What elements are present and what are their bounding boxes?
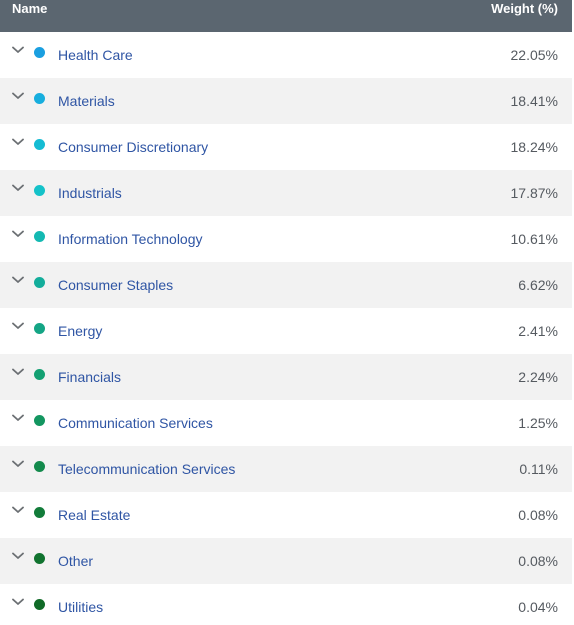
sector-color-dot-icon xyxy=(34,414,45,426)
sector-color-dot-icon xyxy=(34,460,45,472)
chevron-down-icon[interactable] xyxy=(8,43,28,57)
sector-color-dot-icon xyxy=(34,552,45,564)
sector-color-dot-icon xyxy=(34,276,45,288)
chevron-down-icon[interactable] xyxy=(8,503,28,517)
sector-weight: 18.41% xyxy=(510,93,558,109)
table-row[interactable]: Materials 18.41% xyxy=(0,78,572,124)
sector-weight: 1.25% xyxy=(518,415,558,431)
sector-color-dot-icon xyxy=(34,138,45,150)
weight-column-header[interactable]: Weight (%) xyxy=(491,1,558,16)
sector-name[interactable]: Information Technology xyxy=(58,231,203,247)
sector-name[interactable]: Health Care xyxy=(58,47,133,63)
chevron-down-icon[interactable] xyxy=(8,595,28,609)
sector-name[interactable]: Consumer Discretionary xyxy=(58,139,209,155)
sector-color-dot-icon xyxy=(34,322,45,334)
sector-name[interactable]: Industrials xyxy=(58,185,122,201)
chevron-down-icon[interactable] xyxy=(8,365,28,379)
sector-weight: 17.87% xyxy=(510,185,558,201)
sector-name[interactable]: Energy xyxy=(58,323,103,339)
sector-color-dot-icon xyxy=(34,598,45,610)
sector-name[interactable]: Communication Services xyxy=(58,415,213,431)
chevron-down-icon[interactable] xyxy=(8,411,28,425)
sector-color-dot-icon xyxy=(34,230,45,242)
sector-weight: 10.61% xyxy=(510,231,558,247)
chevron-down-icon[interactable] xyxy=(8,549,28,563)
sector-name[interactable]: Financials xyxy=(58,369,122,385)
table-row[interactable]: Consumer Staples 6.62% xyxy=(0,262,572,308)
name-column-header[interactable]: Name xyxy=(12,1,48,16)
sector-name[interactable]: Real Estate xyxy=(58,507,131,523)
sector-name[interactable]: Consumer Staples xyxy=(58,277,174,293)
sector-weight: 0.08% xyxy=(518,507,558,523)
table-row[interactable]: Telecommunication Services 0.11% xyxy=(0,446,572,492)
sector-name[interactable]: Other xyxy=(58,553,94,569)
table-row[interactable]: Energy 2.41% xyxy=(0,308,572,354)
sector-name[interactable]: Materials xyxy=(58,93,115,109)
chevron-down-icon[interactable] xyxy=(8,457,28,471)
sector-color-dot-icon xyxy=(34,46,45,58)
sector-name[interactable]: Utilities xyxy=(58,599,104,615)
table-row[interactable]: Industrials 17.87% xyxy=(0,170,572,216)
sector-weight: 0.08% xyxy=(518,553,558,569)
table-header: Name Weight (%) xyxy=(0,0,572,32)
sector-color-dot-icon xyxy=(34,184,45,196)
table-row[interactable]: Health Care 22.05% xyxy=(0,32,572,78)
sector-weight: 0.04% xyxy=(518,599,558,615)
chevron-down-icon[interactable] xyxy=(8,89,28,103)
table-body: Health Care 22.05% Materials 18.41% Consumer… xyxy=(0,32,572,625)
sector-weight: 2.41% xyxy=(518,323,558,339)
sector-weight: 22.05% xyxy=(510,47,558,63)
sector-color-dot-icon xyxy=(34,92,45,104)
table-row[interactable]: Utilities 0.04% xyxy=(0,584,572,625)
table-row[interactable]: Real Estate 0.08% xyxy=(0,492,572,538)
table-row[interactable]: Communication Services 1.25% xyxy=(0,400,572,446)
table-row[interactable]: Information Technology 10.61% xyxy=(0,216,572,262)
chevron-down-icon[interactable] xyxy=(8,181,28,195)
sector-weight: 6.62% xyxy=(518,277,558,293)
sector-color-dot-icon xyxy=(34,368,45,380)
chevron-down-icon[interactable] xyxy=(8,319,28,333)
chevron-down-icon[interactable] xyxy=(8,273,28,287)
sector-name[interactable]: Telecommunication Services xyxy=(58,461,236,477)
table-row[interactable]: Financials 2.24% xyxy=(0,354,572,400)
chevron-down-icon[interactable] xyxy=(8,135,28,149)
sector-weight: 2.24% xyxy=(518,369,558,385)
sector-weight: 18.24% xyxy=(510,139,558,155)
chevron-down-icon[interactable] xyxy=(8,227,28,241)
sector-color-dot-icon xyxy=(34,506,45,518)
sector-weight: 0.11% xyxy=(519,461,558,477)
table-row[interactable]: Consumer Discretionary 18.24% xyxy=(0,124,572,170)
table-row[interactable]: Other 0.08% xyxy=(0,538,572,584)
